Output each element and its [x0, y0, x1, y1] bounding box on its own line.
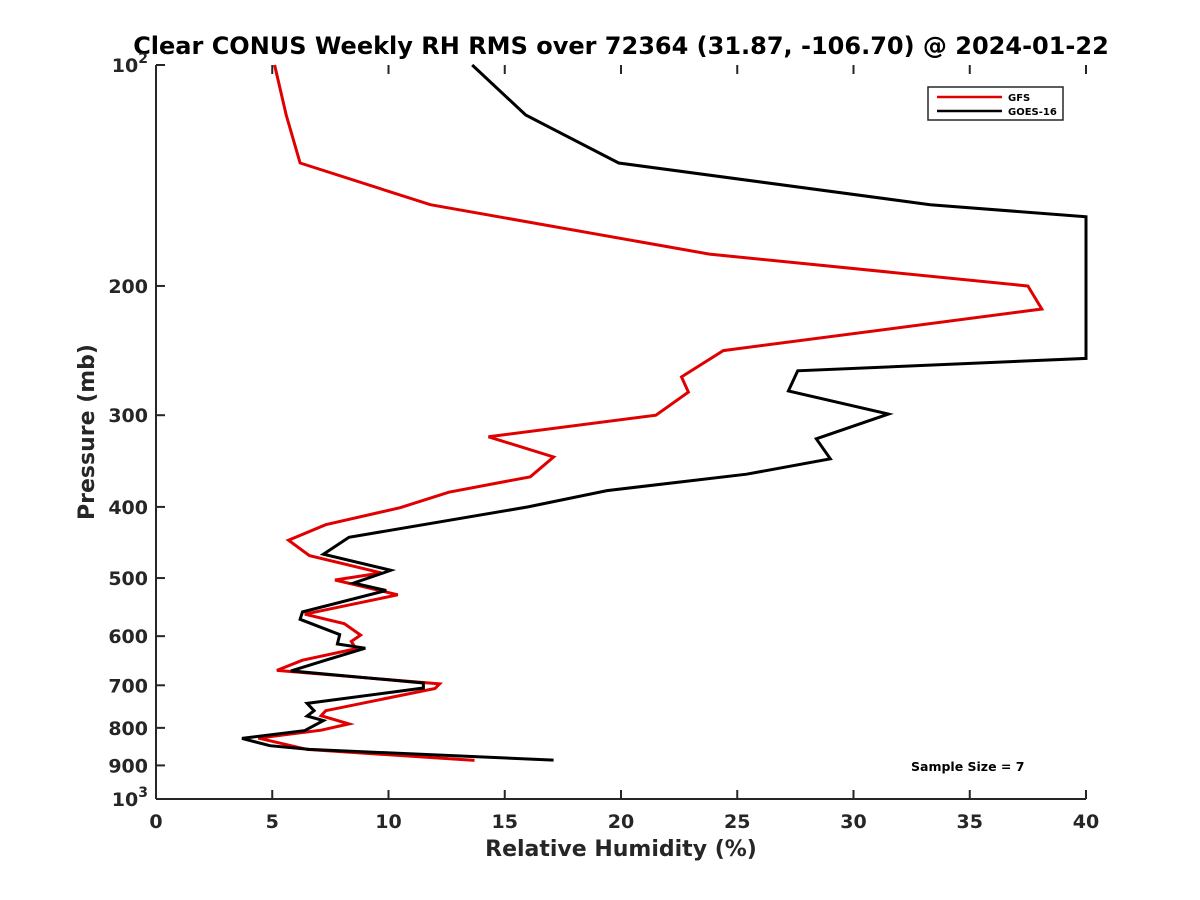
y-tick-exponent: 3: [138, 785, 148, 801]
y-tick-label: 800: [108, 718, 148, 740]
y-axis-label: Pressure (mb): [75, 344, 100, 520]
x-tick-label: 15: [492, 811, 518, 833]
legend-box: [927, 86, 1064, 121]
sample-size-annotation: Sample Size = 7: [911, 759, 1024, 774]
series-line-gfs: [257, 64, 1045, 762]
x-axis-label: Relative Humidity (%): [485, 837, 757, 862]
y-tick-label: 200: [108, 276, 148, 298]
x-tick-label: 0: [149, 811, 162, 833]
legend: GFS GOES-16: [927, 86, 1064, 121]
y-tick-label: 300: [108, 405, 148, 427]
y-tick-label: 900: [108, 755, 148, 777]
x-tick-label: 10: [375, 811, 401, 833]
x-tick-label: 25: [724, 811, 750, 833]
y-tick-exponent: 2: [138, 51, 148, 67]
chart-title: Clear CONUS Weekly RH RMS over 72364 (31…: [133, 32, 1109, 60]
x-ticks: 0 5 10 15 20 25 30 35 40: [149, 65, 1099, 833]
y-tick-label: 500: [108, 568, 148, 590]
y-tick-label: 400: [108, 497, 148, 519]
x-tick-label: 40: [1073, 811, 1099, 833]
x-tick-label: 30: [840, 811, 866, 833]
legend-label-gfs: GFS: [1008, 93, 1030, 104]
legend-label-goes16: GOES-16: [1008, 107, 1057, 118]
series-layer: [241, 63, 1088, 762]
x-tick-label: 35: [957, 811, 983, 833]
x-tick-label: 20: [608, 811, 634, 833]
x-tick-label: 5: [266, 811, 279, 833]
y-tick-label: 700: [108, 675, 148, 697]
series-line-goes16: [241, 63, 1088, 762]
y-tick-label: 600: [108, 626, 148, 648]
